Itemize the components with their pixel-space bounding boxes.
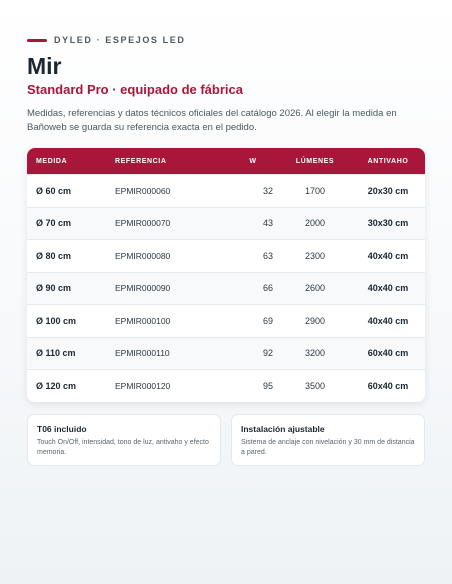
table-header: MEDIDA REFERENCIA W LÚMENES ANTIVAHO [27, 148, 425, 174]
card-title: Instalación ajustable [241, 424, 325, 434]
column-header: LÚMENES [295, 157, 335, 165]
table-cell: 43 [262, 218, 273, 229]
table-cell: 2000 [304, 218, 326, 229]
table-cell: 40x40 cm [367, 283, 409, 294]
table-cell: EPMIR000110 [115, 348, 170, 359]
table-cell: Ø 70 cm [36, 218, 72, 229]
eyebrow-text: DYLED · ESPEJOS LED [54, 35, 186, 45]
title: Mir [27, 53, 62, 79]
table-cell: Ø 90 cm [36, 283, 72, 294]
table-cell: EPMIR000120 [115, 380, 171, 391]
table-cell: 60x40 cm [367, 380, 409, 391]
table-cell: Ø 60 cm [36, 185, 72, 196]
table-cell: 1700 [304, 185, 326, 196]
spec-table: MEDIDA REFERENCIA W LÚMENES ANTIVAHO Ø 60 cm E… [27, 148, 425, 402]
table-cell: 63 [262, 250, 273, 261]
table-cell: Ø 80 cm [36, 250, 72, 261]
table-row: Ø 110 cm EPMIR000110 92 3200 60x40 cm [27, 336, 425, 369]
table-cell: 95 [262, 380, 273, 391]
table-cell: 40x40 cm [367, 250, 409, 261]
table-cell: 66 [262, 283, 273, 294]
table-cell: EPMIR000070 [115, 218, 171, 229]
table-cell: EPMIR000090 [115, 283, 171, 294]
table-cell: 69 [262, 315, 273, 326]
card-title: T06 incluido [37, 424, 87, 434]
table-cell: 60x40 cm [367, 348, 409, 359]
table-cell: 32 [262, 185, 273, 196]
table-cell: EPMIR000060 [115, 185, 171, 196]
column-header: REFERENCIA [115, 157, 167, 165]
description: Medidas, referencias y datos técnicos of… [27, 108, 397, 133]
table-cell: 3500 [304, 380, 326, 391]
table-cell: Ø 110 cm [36, 348, 76, 359]
table-cell: 2900 [304, 315, 326, 326]
table-cell: 2300 [304, 250, 326, 261]
card-text: Sistema de anclaje con nivelación y 30 m… [241, 439, 415, 456]
table-cell: 40x40 cm [367, 315, 409, 326]
info-card: T06 incluido Touch On/Off, intensidad, to… [27, 414, 221, 466]
column-header: MEDIDA [36, 157, 68, 165]
table-row: Ø 90 cm EPMIR000090 66 2600 40x40 cm [27, 271, 425, 304]
info-card: Instalación ajustable Sistema de anclaje … [231, 414, 425, 466]
card-text: Touch On/Off, intensidad, tono de luz, a… [37, 439, 209, 456]
table-cell: Ø 120 cm [36, 380, 77, 391]
table-cell: 3200 [304, 348, 326, 359]
table-row: Ø 70 cm EPMIR000070 43 2000 30x30 cm [27, 206, 425, 239]
table-cell: 30x30 cm [367, 218, 409, 229]
column-header: W [249, 157, 257, 165]
table-cell: Ø 100 cm [36, 315, 77, 326]
accent-bar [27, 38, 47, 42]
table-row: Ø 80 cm EPMIR000080 63 2300 40x40 cm [27, 239, 425, 272]
table-row: Ø 60 cm EPMIR000060 32 1700 20x30 cm [27, 174, 425, 207]
table-row: Ø 120 cm EPMIR000120 95 3500 60x40 cm [27, 369, 425, 402]
table-cell: EPMIR000080 [115, 250, 171, 261]
table-cell: 2600 [304, 283, 326, 294]
table-cell: EPMIR000100 [115, 315, 171, 326]
subtitle: Standard Pro · equipado de fábrica [27, 82, 243, 97]
eyebrow: DYLED · ESPEJOS LED [27, 35, 185, 45]
table-cell: 92 [262, 348, 273, 359]
column-header: ANTIVAHO [367, 157, 409, 165]
table-row: Ø 100 cm EPMIR000100 69 2900 40x40 cm [27, 304, 425, 337]
table-cell: 20x30 cm [367, 185, 409, 196]
